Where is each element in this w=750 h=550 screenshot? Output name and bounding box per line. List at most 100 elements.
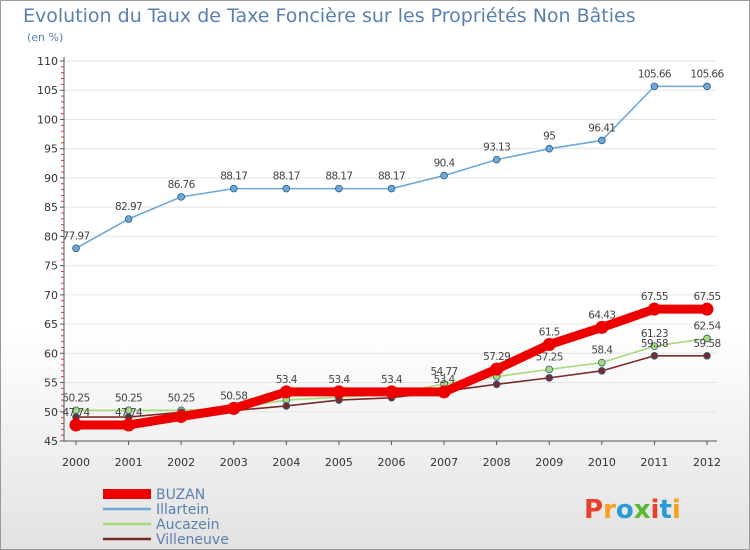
y-tick-label: 45 (44, 435, 58, 448)
logo-letter: i (672, 495, 681, 525)
data-point-buzan (332, 385, 346, 399)
data-point-villeneuve (650, 351, 659, 360)
x-tick-label: 2010 (588, 456, 616, 469)
y-tick-label: 50 (44, 406, 58, 419)
data-label-illartein: 88.17 (273, 171, 300, 183)
data-point-illartein (229, 184, 238, 193)
data-label-illartein: 90.4 (434, 158, 456, 170)
legend-label-illartein: Illartein (156, 502, 209, 518)
unit-label: (en %) (27, 31, 64, 44)
data-point-villeneuve (282, 402, 291, 410)
data-label-aucazein: 57.25 (536, 351, 563, 363)
series-line-illartein (75, 85, 708, 250)
data-point-illartein (387, 184, 396, 193)
x-tick-label: 2006 (378, 456, 406, 469)
y-tick-label: 105 (37, 84, 58, 97)
y-tick-label: 80 (44, 230, 58, 243)
data-label-illartein: 105.66 (690, 68, 724, 80)
data-point-illartein (124, 215, 133, 223)
data-point-illartein (335, 184, 343, 193)
data-point-villeneuve (545, 374, 554, 382)
data-label-illartein: 77.97 (62, 230, 89, 242)
data-point-illartein (72, 244, 80, 253)
data-label-buzan: 67.55 (641, 291, 668, 303)
data-point-buzan (700, 302, 714, 316)
data-point-illartein (598, 136, 606, 145)
data-point-buzan (542, 338, 556, 352)
y-tick-label: 70 (44, 289, 58, 302)
data-label-aucazein: 50.25 (168, 392, 195, 404)
proxiti-logo: Proxiti (584, 495, 681, 525)
data-label-aucazein: 54.77 (431, 366, 458, 378)
data-point-aucazein (650, 342, 659, 350)
data-point-buzan (227, 401, 241, 415)
data-point-aucazein (703, 334, 711, 343)
data-label-villeneuve: 59.58 (693, 338, 720, 350)
data-point-illartein (650, 82, 659, 91)
x-tick-label: 2002 (167, 456, 195, 469)
data-label-buzan: 53.4 (434, 374, 456, 386)
data-point-illartein (282, 184, 291, 193)
data-point-buzan (647, 302, 661, 316)
x-tick-label: 2005 (325, 456, 353, 469)
data-label-buzan: 67.55 (693, 291, 720, 303)
data-label-buzan: 53.4 (328, 374, 350, 386)
data-label-buzan: 64.43 (588, 309, 615, 321)
data-label-illartein: 95 (543, 131, 555, 143)
data-label-aucazein: 50.25 (115, 392, 142, 404)
y-tick-label: 75 (44, 260, 58, 273)
data-label-buzan: 57.29 (483, 351, 510, 363)
y-tick-label: 100 (37, 113, 58, 126)
data-point-buzan (385, 385, 398, 399)
x-tick-label: 2012 (693, 456, 721, 469)
data-label-aucazein: 62.54 (693, 320, 721, 332)
data-label-buzan: 53.4 (381, 374, 403, 386)
logo-letter: t (659, 495, 671, 525)
y-tick-label: 90 (44, 172, 58, 185)
x-tick-label: 2001 (115, 456, 143, 469)
data-point-villeneuve (598, 367, 606, 375)
logo-letter: i (651, 495, 660, 525)
chart-title: Evolution du Taux de Taxe Foncière sur l… (23, 5, 636, 27)
data-point-illartein (440, 171, 448, 180)
legend-label-villeneuve: Villeneuve (156, 532, 229, 548)
data-point-buzan (174, 409, 188, 423)
data-point-buzan (595, 320, 609, 334)
data-point-buzan (279, 385, 293, 399)
data-label-buzan: 47.74 (115, 407, 143, 419)
y-tick-label: 85 (44, 201, 58, 214)
data-label-illartein: 86.76 (168, 179, 196, 191)
data-label-aucazein: 58.4 (591, 345, 613, 357)
data-point-villeneuve (492, 380, 501, 389)
data-label-villeneuve: 59.58 (641, 338, 668, 350)
x-tick-label: 2004 (272, 456, 300, 469)
data-label-aucazein: 61.23 (641, 328, 668, 340)
data-label-aucazein: 50.25 (62, 392, 89, 404)
y-tick-label: 60 (44, 347, 58, 360)
logo-letter: r (603, 495, 616, 525)
data-point-buzan (490, 362, 504, 376)
data-label-buzan: 61.5 (539, 327, 560, 339)
data-label-illartein: 96.41 (588, 122, 615, 134)
data-label-illartein: 88.17 (378, 171, 405, 183)
data-point-villeneuve (703, 351, 711, 360)
data-label-illartein: 105.66 (638, 68, 672, 80)
data-point-illartein (492, 155, 501, 164)
logo-letter: o (616, 495, 634, 525)
data-point-illartein (545, 144, 554, 153)
data-label-buzan: 53.4 (276, 374, 298, 386)
data-point-illartein (177, 193, 185, 201)
logo-letter: P (584, 495, 603, 525)
x-tick-label: 2011 (640, 456, 668, 469)
data-point-illartein (703, 82, 711, 91)
data-label-illartein: 82.97 (115, 201, 142, 213)
y-tick-label: 55 (44, 377, 58, 390)
x-tick-label: 2003 (220, 456, 248, 469)
data-label-aucazein: 50.58 (220, 390, 247, 402)
y-tick-label: 110 (37, 55, 58, 68)
data-point-buzan (122, 418, 136, 432)
data-label-illartein: 88.17 (325, 171, 352, 183)
data-label-illartein: 88.17 (220, 171, 247, 183)
